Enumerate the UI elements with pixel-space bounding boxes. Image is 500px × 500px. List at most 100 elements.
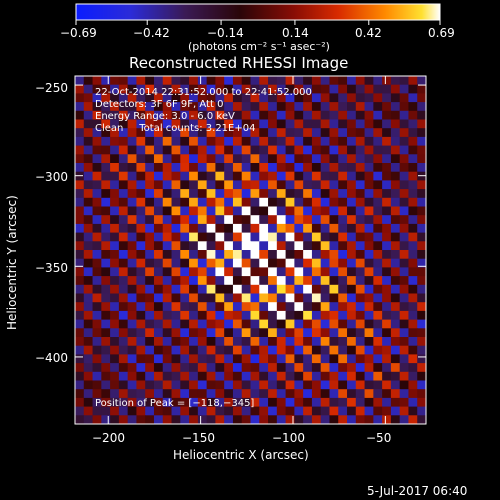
heatmap-cell xyxy=(241,197,252,208)
heatmap-cell xyxy=(268,136,278,147)
heatmap-cell xyxy=(101,145,111,155)
y-tick-label: −350 xyxy=(35,261,68,275)
heatmap-cell xyxy=(215,197,225,208)
heatmap-cell xyxy=(241,171,252,181)
heatmap-cell xyxy=(408,371,418,382)
heatmap-cell xyxy=(294,406,304,416)
heatmap-cell xyxy=(241,84,252,94)
heatmap-cell xyxy=(329,163,339,173)
heatmap-cell xyxy=(127,206,138,216)
heatmap-cell xyxy=(83,310,94,321)
heatmap-cell xyxy=(294,337,304,347)
heatmap-cell xyxy=(285,293,295,303)
heatmap-cell xyxy=(417,223,426,234)
heatmap-cell xyxy=(83,215,94,225)
heatmap-cell xyxy=(241,102,252,112)
heatmap-cell xyxy=(92,93,102,103)
heatmap-cell xyxy=(311,215,322,225)
heatmap-cell xyxy=(373,84,383,94)
heatmap-cell xyxy=(127,171,138,181)
heatmap-cell xyxy=(390,363,401,373)
heatmap-cell xyxy=(92,250,102,260)
heatmap-cell xyxy=(145,258,155,268)
heatmap-cell xyxy=(250,145,260,155)
heatmap-cell xyxy=(189,110,199,121)
heatmap-cell xyxy=(83,145,94,155)
heatmap-cell xyxy=(83,354,94,364)
heatmap-cell xyxy=(347,415,357,424)
heatmap-cell xyxy=(189,267,199,277)
heatmap-cell xyxy=(382,180,392,190)
heatmap-cell xyxy=(364,345,374,355)
heatmap-cell xyxy=(92,206,102,216)
heatmap-cell xyxy=(285,206,295,216)
heatmap-cell xyxy=(136,197,146,208)
heatmap-cell xyxy=(110,128,120,138)
heatmap-cell xyxy=(162,84,173,94)
heatmap-cell xyxy=(224,310,234,321)
heatmap-cell xyxy=(311,223,322,234)
heatmap-cell xyxy=(136,406,146,416)
heatmap-cell xyxy=(390,215,401,225)
heatmap-cell xyxy=(417,371,426,382)
heatmap-cell xyxy=(153,397,164,408)
heatmap-cell xyxy=(180,345,190,355)
heatmap-cell xyxy=(127,119,138,129)
heatmap-cell xyxy=(355,232,366,242)
heatmap-cell xyxy=(145,206,155,216)
heatmap-cell xyxy=(250,189,260,199)
heatmap-cell xyxy=(127,84,138,94)
heatmap-cell xyxy=(83,223,94,234)
heatmap-cell xyxy=(285,302,295,312)
heatmap-cell xyxy=(373,128,383,138)
heatmap-cell xyxy=(197,389,208,399)
heatmap-cell xyxy=(83,206,94,216)
heatmap-cell xyxy=(268,241,278,251)
heatmap-cell xyxy=(417,302,426,312)
heatmap-cell xyxy=(311,319,322,329)
heatmap-cell xyxy=(180,406,190,416)
heatmap-cell xyxy=(83,302,94,312)
heatmap-cell xyxy=(373,302,383,312)
heatmap-cell xyxy=(259,345,269,355)
heatmap-cell xyxy=(364,363,374,373)
heatmap-cell xyxy=(390,284,401,295)
colorbar-tick-label: −0.42 xyxy=(133,26,170,40)
heatmap-cell xyxy=(101,154,111,164)
heatmap-cell xyxy=(347,258,357,268)
heatmap-cell xyxy=(373,371,383,382)
heatmap-cell xyxy=(145,84,155,94)
heatmap-cell xyxy=(285,119,295,129)
heatmap-cell xyxy=(241,250,252,260)
heatmap-cell xyxy=(259,171,269,181)
heatmap-cell xyxy=(224,223,234,234)
heatmap-cell xyxy=(320,145,331,155)
heatmap-cell xyxy=(311,267,322,277)
heatmap-cell xyxy=(197,223,208,234)
heatmap-cell xyxy=(329,171,339,181)
heatmap-cell xyxy=(364,276,374,286)
heatmap-cell xyxy=(276,250,287,260)
heatmap-cell xyxy=(145,128,155,138)
heatmap-cell xyxy=(197,406,208,416)
heatmap-cell xyxy=(162,293,173,303)
heatmap-cell xyxy=(417,145,426,155)
heatmap-cell xyxy=(101,319,111,329)
heatmap-cell xyxy=(127,189,138,199)
heatmap-cell xyxy=(364,223,374,234)
heatmap-cell xyxy=(417,276,426,286)
heatmap-cell xyxy=(373,389,383,399)
heatmap-cell xyxy=(241,119,252,129)
heatmap-cell xyxy=(197,171,208,181)
heatmap-cell xyxy=(382,76,392,86)
heatmap-cell xyxy=(311,371,322,382)
heatmap-cell xyxy=(127,415,138,424)
heatmap-cell xyxy=(364,337,374,347)
heatmap-cell xyxy=(75,223,85,234)
heatmap-cell xyxy=(285,406,295,416)
heatmap-cell xyxy=(118,136,129,147)
heatmap-cell xyxy=(215,302,225,312)
heatmap-cell xyxy=(320,258,331,268)
heatmap-cell xyxy=(408,250,418,260)
heatmap-cell xyxy=(399,189,410,199)
